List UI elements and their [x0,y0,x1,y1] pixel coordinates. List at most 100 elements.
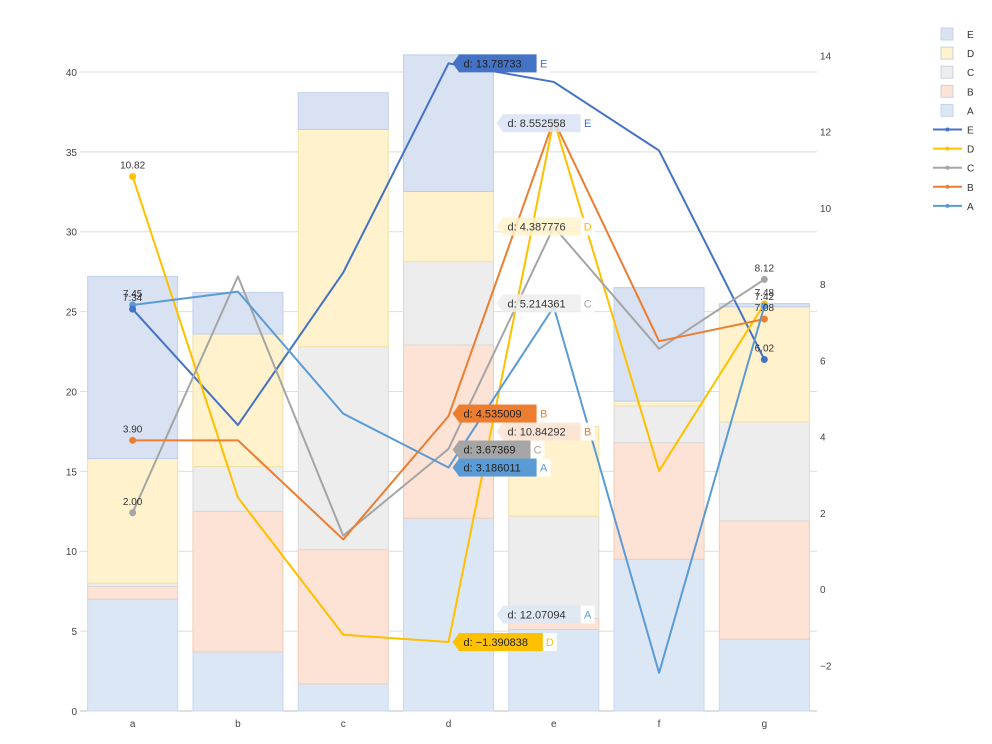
tooltip-key-box [580,294,595,313]
legend-label: E [967,126,974,137]
tooltip-box-B [502,422,581,441]
legend-swatch-bar-B [940,84,954,98]
legend-label: E [967,30,974,41]
tooltip-arrow [452,441,459,458]
tooltip-key-box [542,633,557,652]
legend-label: A [967,106,974,117]
right-tick-label: 0 [820,585,826,596]
legend-label: B [967,87,974,98]
legend-swatch-marker [945,184,950,189]
right-tick-label: −2 [820,661,832,672]
tooltip-key-box [580,217,595,236]
bar-D-g [718,306,810,423]
tooltip-box-A [502,605,581,624]
tooltip-arrow [452,405,459,422]
point-marker-A [760,302,768,310]
left-tick-label: 30 [66,228,78,239]
bar-A-a [87,598,179,712]
tooltip-series-label: E [540,58,547,70]
tooltip-text: d: 4.387776 [508,222,566,234]
left-tick-label: 40 [66,68,78,79]
bar-E-b [192,291,284,335]
category-label: e [551,719,557,730]
right-tick-label: 14 [820,51,832,62]
tooltip-series-label: B [540,409,547,421]
line-series-E [131,62,766,427]
left-tick-label: 20 [66,387,78,398]
category-label: c [341,719,346,730]
data-label: 7.45 [123,289,143,300]
data-label: 6.02 [755,343,775,354]
bar-C-g [718,421,810,522]
bar-A-f [613,558,705,712]
bar-B-a [87,585,179,600]
tooltip-series-label: D [584,222,592,234]
legend-label: C [967,68,974,79]
tooltip-series-label: C [584,298,592,310]
bar-A-b [192,651,284,712]
tooltip-key-box [580,114,595,133]
bar-E-f [613,287,705,402]
legend-swatch-marker [945,203,950,208]
bar-C-b [192,466,284,512]
right-tick-label: 12 [820,128,832,139]
data-label: 3.90 [123,424,143,435]
line-series-C [131,225,765,537]
bar-A-d [403,517,494,712]
left-tick-label: 15 [66,467,78,478]
left-tick-label: 25 [66,308,78,319]
tooltip-arrow [496,115,503,132]
tooltip-key-box [530,440,545,459]
point-marker-B [760,315,768,323]
tooltip-box-E [502,114,581,133]
bar-E-c [297,92,389,130]
tooltip-box-C [502,294,581,313]
tooltip-series-label: A [540,463,548,475]
tooltip-arrow [496,606,503,623]
legend-label: B [967,183,974,194]
tooltip-box-D [458,633,543,652]
data-label: 7.42 [755,292,775,303]
tooltip-series-label: B [584,427,591,439]
data-label: 2.00 [123,497,143,508]
bar-C-f [613,405,705,444]
tooltip-text: d: 8.552558 [508,118,566,130]
tooltip-box-C [458,440,531,459]
legend-swatch-bar-E [940,27,954,41]
bar-C-e [508,515,600,619]
legend-swatch-marker [945,146,950,151]
bar-D-c [297,128,389,348]
right-tick-label: 6 [820,356,826,367]
tooltip-text: d: 10.84292 [508,427,566,439]
bar-B-b [192,510,284,653]
bar-C-c [297,346,389,551]
right-tick-label: 2 [820,509,826,520]
tooltip-box-E [458,54,537,73]
bar-D-b [192,333,284,468]
tooltip-key-box [536,404,551,423]
tooltip-series-label: E [584,118,591,130]
data-label: 7.08 [755,303,775,314]
right-tick-label: 4 [820,433,826,444]
legend-swatch-marker [945,127,950,132]
bar-B-d [403,344,494,519]
tooltip-key-box [536,54,551,73]
left-tick-label: 35 [66,148,78,159]
left-tick-label: 10 [66,547,78,558]
tooltip-series-label: A [584,610,592,622]
legend-swatch-bar-D [940,46,954,60]
tooltip-arrow [496,218,503,235]
tooltip-arrow [496,423,503,440]
legend-label: A [967,202,974,213]
category-label: g [762,719,768,730]
bar-C-d [403,261,494,346]
bar-E-d [403,54,494,193]
tooltip-key-box [580,605,595,624]
tooltip-box-A [458,458,537,477]
tooltip-text: d: 3.186011 [464,463,521,475]
tooltip-text: d: 13.78733 [464,58,522,70]
bar-D-f [613,400,705,407]
point-marker-C [129,509,137,517]
tooltip-text: d: −1.390838 [464,637,529,649]
